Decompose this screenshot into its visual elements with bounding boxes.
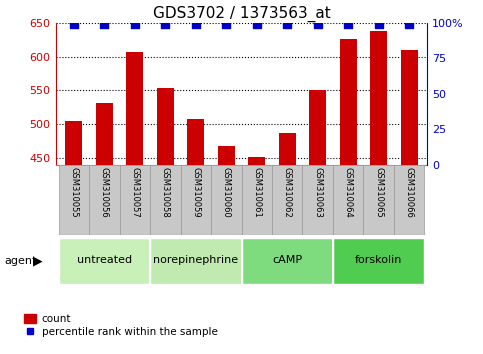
Bar [187, 119, 204, 165]
Point [131, 22, 139, 27]
Point [222, 22, 230, 27]
Text: agent: agent [5, 256, 37, 266]
Point [405, 22, 413, 27]
Text: forskolin: forskolin [355, 255, 402, 265]
Bar [127, 52, 143, 165]
Bar [96, 103, 113, 165]
Text: GSM310057: GSM310057 [130, 167, 139, 218]
Legend: count, percentile rank within the sample: count, percentile rank within the sample [20, 310, 222, 341]
Text: ▶: ▶ [33, 255, 43, 268]
Bar [333, 165, 363, 235]
Title: GDS3702 / 1373563_at: GDS3702 / 1373563_at [153, 5, 330, 22]
Bar [248, 156, 265, 165]
Bar [279, 133, 296, 165]
Text: GSM310055: GSM310055 [70, 167, 78, 218]
Bar [401, 50, 417, 165]
Bar [333, 238, 425, 284]
Bar [309, 90, 326, 165]
Text: GSM310065: GSM310065 [374, 167, 383, 218]
Text: GSM310064: GSM310064 [344, 167, 353, 218]
Point [284, 22, 291, 27]
Bar [242, 238, 333, 284]
Point [344, 22, 352, 27]
Point [314, 22, 322, 27]
Text: GSM310061: GSM310061 [252, 167, 261, 218]
Text: GSM310066: GSM310066 [405, 167, 413, 218]
Text: GSM310063: GSM310063 [313, 167, 322, 218]
Bar [394, 165, 425, 235]
Bar [89, 165, 120, 235]
Point [100, 22, 108, 27]
Point [161, 22, 169, 27]
Point [192, 22, 199, 27]
Text: untreated: untreated [77, 255, 132, 265]
Bar [211, 165, 242, 235]
Text: norepinephrine: norepinephrine [153, 255, 238, 265]
Point [375, 22, 383, 27]
Text: cAMP: cAMP [272, 255, 302, 265]
Point [253, 22, 261, 27]
Bar [218, 147, 235, 165]
Bar [150, 165, 181, 235]
Bar [120, 165, 150, 235]
Bar [157, 88, 174, 165]
Bar [242, 165, 272, 235]
Bar [363, 165, 394, 235]
Bar [66, 121, 82, 165]
Point [70, 22, 78, 27]
Bar [302, 165, 333, 235]
Text: GSM310062: GSM310062 [283, 167, 292, 218]
Bar [272, 165, 302, 235]
Bar [340, 39, 356, 165]
Bar [150, 238, 242, 284]
Bar [58, 165, 89, 235]
Text: GSM310059: GSM310059 [191, 167, 200, 218]
Bar [370, 31, 387, 165]
Text: GSM310060: GSM310060 [222, 167, 231, 218]
Bar [58, 238, 150, 284]
Bar [181, 165, 211, 235]
Text: GSM310056: GSM310056 [100, 167, 109, 218]
Text: GSM310058: GSM310058 [161, 167, 170, 218]
